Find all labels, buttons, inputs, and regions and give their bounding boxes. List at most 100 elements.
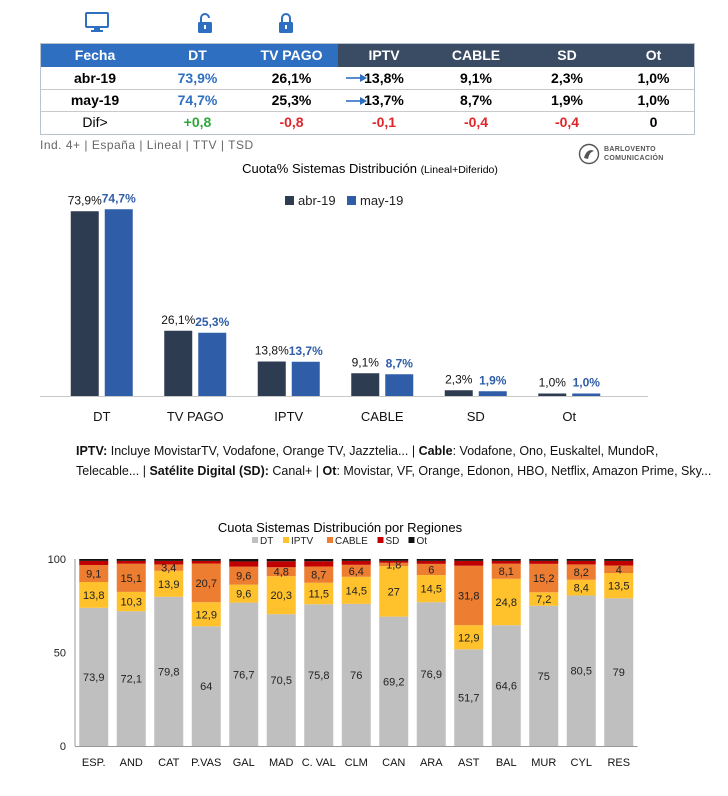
seg-CABLE-ESP. [79, 564, 109, 583]
seg-IPTV-BAL [491, 578, 521, 626]
seg-DT-CLM [341, 603, 371, 746]
seg-IPTV-CAN [379, 566, 409, 617]
seg-CABLE-C. VAL [304, 566, 334, 583]
seg-DT-GAL [229, 602, 259, 746]
cell-ot: 1,0% [612, 67, 695, 90]
seg-IPTV-GAL [229, 584, 259, 603]
bar-abr-19-SD [444, 390, 473, 396]
seg-label-IPTV-CYL: 8,4 [574, 583, 589, 595]
seg-label-CABLE-MUR: 15,2 [533, 573, 554, 585]
seg-CABLE-ARA [416, 563, 446, 576]
legend-swatch-may-19 [347, 196, 356, 205]
seg-SD-CYL [566, 560, 596, 565]
legend-label-Ot: Ot [417, 536, 428, 547]
seg-Ot-C. VAL [304, 559, 334, 562]
seg-IPTV-MUR [529, 592, 559, 606]
seg-label-CABLE-P.VAS: 20,7 [196, 578, 217, 590]
seg-SD-CLM [341, 560, 371, 565]
seg-SD-GAL [229, 561, 259, 567]
seg-DT-RES [604, 598, 634, 746]
summary-table: Fecha DT TV PAGO IPTV CABLE SD Ot abr-19… [40, 43, 695, 133]
bar-may-19-Ot [572, 393, 601, 396]
seg-label-IPTV-BAL: 24,8 [496, 597, 517, 609]
seg-CABLE-P.VAS [191, 563, 221, 603]
seg-label-DT-BAL: 64,6 [496, 681, 517, 693]
x-label-CLM: CLM [345, 757, 368, 769]
bar-label-may-19-DT: 74,7% [102, 191, 136, 205]
seg-IPTV-CYL [566, 579, 596, 596]
seg-CABLE-AST [454, 565, 484, 626]
seg-SD-MAD [266, 561, 296, 568]
x-label-SD: SD [467, 409, 485, 424]
bar-label-may-19-IPTV: 13,7% [289, 344, 323, 358]
cell-fecha: Dif> [82, 114, 108, 131]
x-label-ARA: ARA [420, 757, 443, 769]
cell-cable: 8,7% [430, 89, 522, 112]
seg-Ot-ARA [416, 559, 446, 561]
seg-label-DT-RES: 79 [613, 667, 625, 679]
bar-may-19-DT [104, 209, 133, 396]
note-cable-text: : Vodafone, Ono, Euskaltel, MundoR, Tele… [76, 444, 659, 478]
chart2-title: Cuota Sistemas Distribución por Regiones [218, 520, 463, 535]
seg-label-DT-CLM: 76 [350, 670, 362, 682]
seg-label-IPTV-ARA: 14,5 [421, 584, 442, 596]
legend-label-may-19: may-19 [360, 193, 403, 208]
header-fecha: Fecha [40, 43, 150, 67]
cell-iptv: 13,8% [338, 67, 430, 90]
seg-label-CABLE-AST: 31,8 [458, 590, 479, 602]
cell-fecha: may-19 [40, 89, 150, 112]
seg-SD-MUR [529, 560, 559, 564]
cell-tvpago-diff: -0,8 [279, 114, 304, 131]
header-ot: Ot [612, 43, 695, 67]
monitor-icon [85, 12, 109, 32]
seg-label-DT-C. VAL: 75,8 [308, 670, 329, 682]
cell-iptv-diff: -0,1 [371, 114, 397, 131]
seg-IPTV-P.VAS [191, 602, 221, 627]
bar-label-may-19-TV PAGO: 25,3% [195, 315, 229, 329]
cell-iptv-value: 13,7% [364, 92, 404, 108]
bar-abr-19-Ot [538, 393, 567, 396]
legend-label-CABLE: CABLE [335, 536, 368, 547]
legend-swatch-abr-19 [285, 196, 294, 205]
cell-ot-diff: 0 [649, 114, 658, 131]
bar-label-may-19-CABLE: 8,7% [386, 356, 414, 370]
cell-fecha: abr-19 [40, 67, 150, 90]
legend-label-IPTV: IPTV [291, 536, 314, 547]
seg-label-DT-AST: 51,7 [458, 693, 479, 705]
bar-label-abr-19-TV PAGO: 26,1% [161, 313, 195, 327]
x-label-CAT: CAT [158, 757, 179, 769]
seg-DT-BAL [491, 625, 521, 746]
x-label-AST: AST [458, 757, 480, 769]
seg-CABLE-CLM [341, 564, 371, 577]
seg-label-DT-P.VAS: 64 [200, 681, 212, 693]
x-label-DT: DT [93, 409, 110, 424]
x-label-AND: AND [120, 757, 143, 769]
brand-line1: BARLOVENTO [604, 146, 656, 153]
x-label-ESP.: ESP. [82, 757, 106, 769]
bar-may-19-TV PAGO [198, 332, 227, 396]
seg-DT-MAD [266, 614, 296, 746]
brand-name: BARLOVENTO COMUNICACIÓN [604, 145, 664, 163]
distribution-share-chart: Cuota% Sistemas Distribución (Lineal+Dif… [40, 161, 648, 424]
seg-IPTV-AND [116, 591, 146, 612]
seg-Ot-P.VAS [191, 559, 221, 561]
seg-CABLE-BAL [491, 563, 521, 579]
seg-label-DT-MUR: 75 [538, 671, 550, 683]
seg-label-CABLE-BAL: 8,1 [499, 566, 514, 578]
seg-Ot-ESP. [79, 559, 109, 561]
seg-SD-BAL [491, 560, 521, 564]
seg-DT-ARA [416, 602, 446, 746]
y-tick-100: 100 [48, 554, 66, 566]
x-label-CABLE: CABLE [361, 409, 404, 424]
seg-label-IPTV-AND: 10,3 [121, 597, 142, 609]
legend-label-DT: DT [260, 536, 273, 547]
arrow-right-icon [346, 74, 367, 82]
cell-iptv-value: 13,8% [364, 69, 404, 86]
note-ot-text: : Movistar, VF, Orange, Edonon, HBO, Net… [336, 464, 712, 478]
seg-Ot-CYL [566, 559, 596, 561]
seg-label-CABLE-ESP.: 9,1 [86, 568, 101, 580]
x-label-RES: RES [607, 757, 630, 769]
seg-IPTV-MAD [266, 576, 296, 615]
seg-label-IPTV-CAN: 27 [388, 586, 400, 598]
brand-logo: BARLOVENTO COMUNICACIÓN [578, 143, 698, 169]
